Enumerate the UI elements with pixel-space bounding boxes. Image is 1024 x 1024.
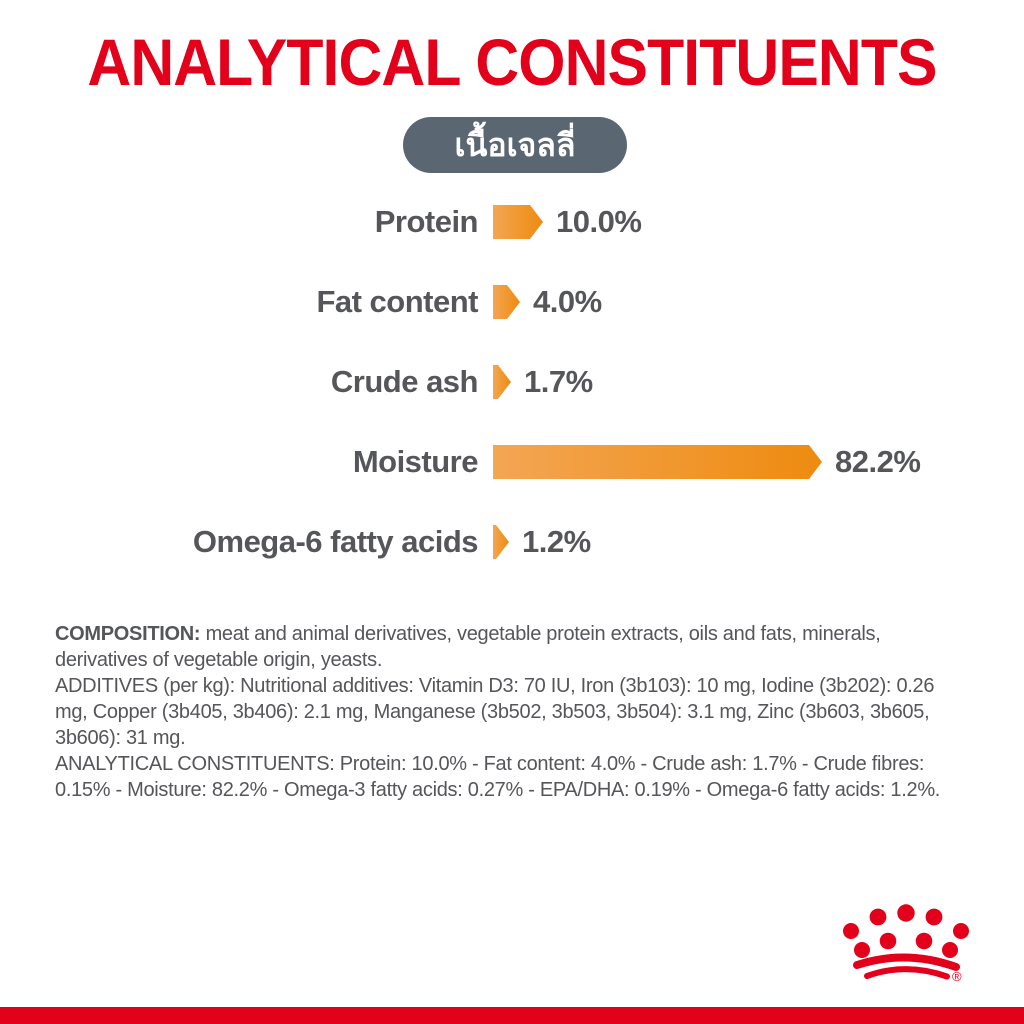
constituent-value: 4.0% [533, 284, 602, 319]
chart-row: Fat content 4.0% [0, 262, 1024, 342]
analytical-body: ANALYTICAL CONSTITUENTS: Protein: 10.0% … [55, 753, 941, 801]
chart-row: Moisture 82.2% [0, 422, 1024, 502]
constituent-value: 10.0% [556, 204, 642, 239]
constituent-bar [493, 205, 543, 239]
royal-canin-crown-icon: ® [843, 904, 969, 984]
variant-badge-label: เนื้อเจลลี่ [454, 127, 576, 163]
chart-row: Omega-6 fatty acids 1.2% [0, 502, 1024, 582]
constituent-label: Fat content [316, 284, 478, 319]
additives-paragraph: ADDITIVES (per kg): Nutritional additive… [55, 673, 971, 751]
constituent-label: Moisture [352, 444, 479, 479]
composition-paragraph: COMPOSITION: meat and animal derivatives… [55, 621, 971, 673]
page-title: ANALYTICAL CONSTITUENTS [87, 25, 937, 99]
constituent-bar [493, 285, 520, 319]
constituent-label: Crude ash [330, 364, 479, 399]
variant-badge: เนื้อเจลลี่ [403, 117, 627, 173]
footer-red-bar [0, 1007, 1024, 1024]
svg-text:®: ® [952, 969, 962, 984]
chart-row: Protein 10.0% [0, 182, 1024, 262]
additives-body: ADDITIVES (per kg): Nutritional additive… [55, 675, 935, 749]
constituent-value: 82.2% [835, 444, 921, 479]
constituents-bar-chart: Protein 10.0% Fat content 4.0% Crude ash 1.7%… [0, 182, 1024, 582]
constituent-label: Protein [374, 204, 479, 239]
analytical-paragraph: ANALYTICAL CONSTITUENTS: Protein: 10.0% … [55, 751, 971, 803]
composition-label: COMPOSITION: [55, 623, 201, 645]
constituent-bar [493, 365, 511, 399]
constituent-label: Omega-6 fatty acids [192, 524, 479, 559]
constituent-value: 1.2% [522, 524, 591, 559]
constituent-value: 1.7% [524, 364, 593, 399]
constituent-bar [493, 445, 822, 479]
composition-body: meat and animal derivatives, vegetable p… [55, 623, 881, 671]
composition-text-block: COMPOSITION: meat and animal derivatives… [55, 621, 971, 803]
constituent-bar [493, 525, 509, 559]
chart-row: Crude ash 1.7% [0, 342, 1024, 422]
